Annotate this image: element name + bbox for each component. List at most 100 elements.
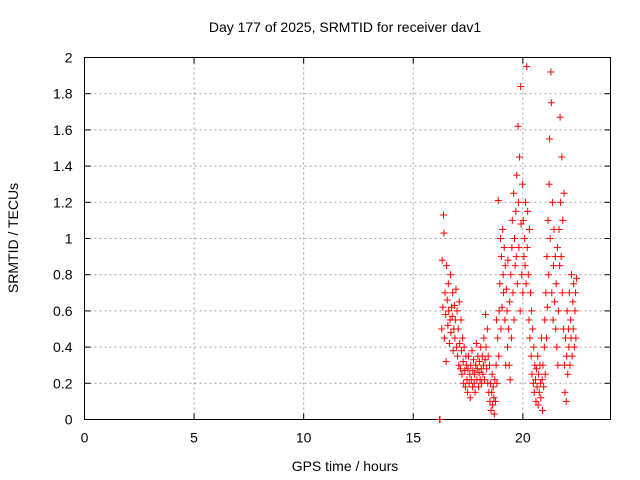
data-point xyxy=(468,383,476,391)
y-tick-label: 1.8 xyxy=(53,86,73,102)
data-point xyxy=(451,334,459,342)
y-tick-label: 1.4 xyxy=(53,158,73,174)
data-point xyxy=(539,406,547,414)
data-point xyxy=(464,365,472,373)
data-point xyxy=(499,225,507,233)
data-point xyxy=(505,361,513,369)
data-point xyxy=(442,311,450,319)
data-point xyxy=(519,216,527,224)
data-point xyxy=(488,370,496,378)
data-point xyxy=(521,198,529,206)
data-point xyxy=(516,307,524,315)
data-point xyxy=(497,325,505,333)
data-point xyxy=(480,376,488,384)
chart-title: Day 177 of 2025, SRMTID for receiver dav… xyxy=(209,19,482,35)
data-point xyxy=(553,343,561,351)
data-point xyxy=(573,274,581,282)
data-point xyxy=(512,253,520,261)
data-point xyxy=(484,352,492,360)
data-point xyxy=(490,394,498,402)
data-point xyxy=(464,352,472,360)
data-point xyxy=(561,388,569,396)
data-point xyxy=(495,352,503,360)
data-point xyxy=(453,307,461,315)
data-point xyxy=(472,361,480,369)
data-point xyxy=(507,334,515,342)
data-point xyxy=(481,356,489,364)
data-point xyxy=(513,171,521,179)
data-point xyxy=(570,280,578,288)
data-point xyxy=(564,370,572,378)
data-point xyxy=(504,256,512,264)
data-point xyxy=(523,63,531,71)
data-point xyxy=(445,307,453,315)
x-tick-label: 5 xyxy=(190,430,198,446)
data-point xyxy=(550,262,558,270)
data-point xyxy=(525,316,533,324)
data-point xyxy=(552,325,560,333)
data-point xyxy=(496,280,504,288)
data-point xyxy=(440,334,448,342)
y-tick-label: 0.6 xyxy=(53,303,73,319)
data-point xyxy=(471,370,479,378)
data-point xyxy=(520,253,528,261)
data-point xyxy=(512,207,520,215)
data-point xyxy=(490,410,498,418)
data-point xyxy=(554,307,562,315)
data-point xyxy=(527,289,535,297)
data-point xyxy=(533,383,541,391)
data-point xyxy=(475,383,483,391)
data-point xyxy=(491,376,499,384)
data-point xyxy=(571,289,579,297)
data-point xyxy=(505,325,513,333)
data-point xyxy=(543,303,551,311)
data-point xyxy=(500,244,508,252)
data-point xyxy=(551,298,559,306)
data-point xyxy=(458,370,466,378)
data-point xyxy=(526,334,534,342)
data-point xyxy=(563,307,571,315)
data-point xyxy=(570,343,578,351)
data-point xyxy=(543,334,551,342)
data-point xyxy=(457,316,465,324)
data-point xyxy=(510,189,518,197)
data-point xyxy=(469,367,477,375)
data-point xyxy=(501,262,509,270)
data-point xyxy=(482,343,490,351)
data-point xyxy=(509,289,517,297)
data-point xyxy=(453,343,461,351)
data-point xyxy=(572,334,580,342)
data-point xyxy=(448,303,456,311)
data-point xyxy=(442,358,450,366)
data-point xyxy=(478,352,486,360)
y-tick-label: 1.2 xyxy=(53,194,73,210)
data-point xyxy=(447,271,455,279)
x-axis-title: GPS time / hours xyxy=(292,458,399,474)
data-point xyxy=(501,316,509,324)
data-point xyxy=(569,325,577,333)
data-point xyxy=(513,280,521,288)
data-point xyxy=(500,289,508,297)
data-point xyxy=(479,370,487,378)
data-point xyxy=(449,289,457,297)
x-tick-label: 10 xyxy=(296,430,312,446)
data-point xyxy=(459,334,467,342)
data-point xyxy=(456,365,464,373)
data-point xyxy=(447,329,455,337)
data-point xyxy=(567,271,575,279)
data-point xyxy=(523,244,531,252)
data-point xyxy=(440,229,448,237)
y-tick-label: 2 xyxy=(65,50,73,66)
data-point xyxy=(514,198,522,206)
data-point xyxy=(483,365,491,373)
data-point xyxy=(491,397,499,405)
data-point xyxy=(527,352,535,360)
y-tick-label: 0.8 xyxy=(53,267,73,283)
data-point xyxy=(454,352,462,360)
data-point xyxy=(544,216,552,224)
y-tick-label: 0.2 xyxy=(53,375,73,391)
data-point xyxy=(444,280,452,288)
data-point xyxy=(548,198,556,206)
data-point xyxy=(493,316,501,324)
